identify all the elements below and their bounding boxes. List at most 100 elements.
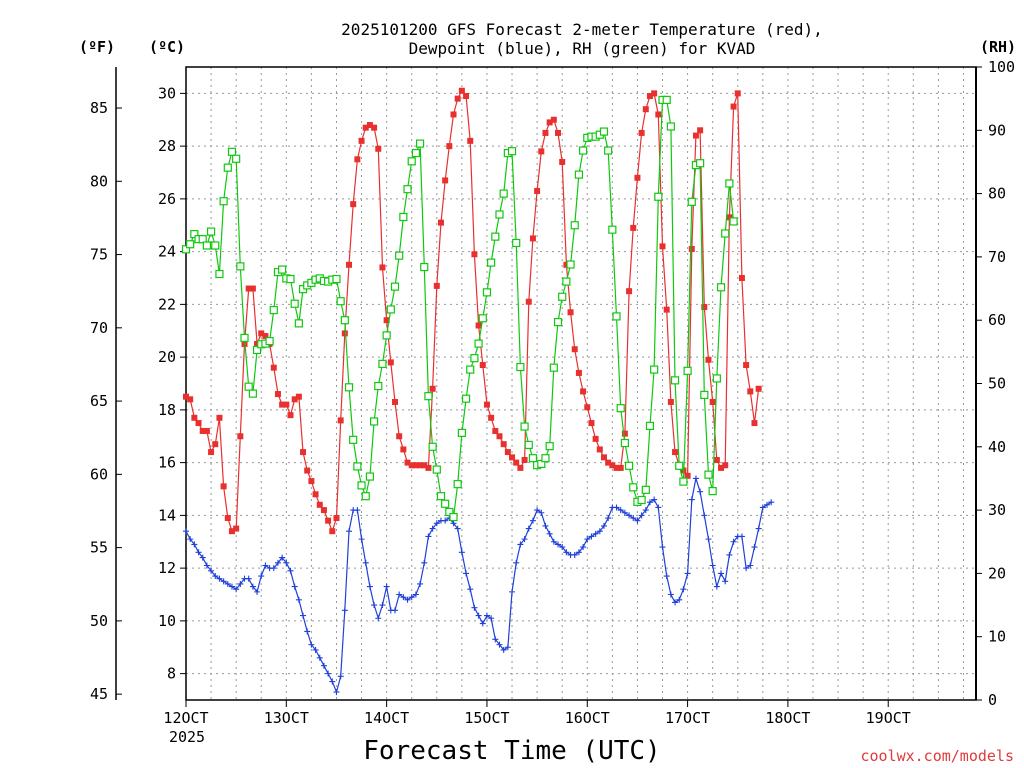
temp-point xyxy=(483,401,490,408)
temp-point xyxy=(283,401,290,408)
temp-point xyxy=(375,145,382,152)
f-tick-label: 65 xyxy=(90,392,108,410)
temp-point xyxy=(479,362,486,369)
f-tick-label: 60 xyxy=(90,465,108,483)
temp-point xyxy=(517,464,524,471)
dewpoint-point xyxy=(408,594,415,601)
x-tick-label: 13OCT xyxy=(264,709,309,727)
dewpoint-point xyxy=(228,583,235,590)
temp-point xyxy=(421,462,428,469)
dewpoint-point xyxy=(642,507,649,514)
rh-point xyxy=(687,197,696,206)
rh-point xyxy=(449,512,458,522)
c-tick-label: 18 xyxy=(158,401,176,419)
dewpoint-point xyxy=(450,520,457,527)
rh-point xyxy=(378,359,387,368)
temp-point xyxy=(400,446,407,453)
dewpoint-point xyxy=(638,512,645,519)
temp-point xyxy=(726,214,733,221)
dewpoint-point xyxy=(738,533,745,540)
rh-point xyxy=(181,245,191,254)
c-tick-label: 22 xyxy=(158,295,176,313)
axes: 8 10 12 14 16 18 20 22 24 26 28 30 45 50 55 60 65 70 75 80 8… xyxy=(90,58,1015,727)
f-tick-label: 70 xyxy=(90,319,108,337)
temp-point xyxy=(521,456,528,463)
dewpoint-point xyxy=(233,586,240,593)
temp-point xyxy=(366,122,373,129)
rh-point xyxy=(537,459,546,468)
x-tick-label: 15OCT xyxy=(464,709,509,727)
temp-point xyxy=(279,401,286,408)
temp-point xyxy=(688,245,695,252)
celsius-unit-label: (ºC) xyxy=(149,38,185,56)
temp-point xyxy=(630,224,637,231)
rh-point xyxy=(340,316,349,325)
temp-point xyxy=(325,517,332,524)
temp-point xyxy=(596,446,603,453)
dewpoint-point xyxy=(726,551,733,558)
temp-point xyxy=(433,282,440,289)
temp-point xyxy=(287,412,294,419)
dewpoint-point xyxy=(463,570,470,577)
x-tick-label: 19OCT xyxy=(866,709,911,727)
rh-point xyxy=(612,312,621,321)
dewpoint-point xyxy=(195,549,202,556)
rh-point xyxy=(608,225,617,234)
dewpoint-point xyxy=(751,544,758,551)
temp-point xyxy=(747,388,754,395)
rh-point xyxy=(278,265,287,274)
rh-point xyxy=(654,192,663,201)
temp-point xyxy=(588,420,595,427)
rh-point xyxy=(466,365,475,374)
f-tick-label: 45 xyxy=(90,685,108,703)
rh-point xyxy=(223,163,232,172)
temp-point xyxy=(408,462,415,469)
dewpoint-point xyxy=(697,488,704,495)
dewpoint-point xyxy=(571,551,578,558)
dewpoint-point xyxy=(596,528,603,535)
rh-point xyxy=(457,428,466,437)
temp-point xyxy=(504,449,511,456)
rh-point xyxy=(399,212,408,222)
temp-point xyxy=(220,483,227,490)
rh-point xyxy=(495,210,504,219)
temp-point xyxy=(692,132,699,139)
rh-tick-label: 80 xyxy=(988,185,1006,203)
rh-point xyxy=(286,274,295,284)
temp-point xyxy=(446,143,453,150)
dewpoint-point xyxy=(358,536,365,543)
rh-line xyxy=(185,99,735,519)
temp-point xyxy=(437,219,444,226)
dewpoint-point xyxy=(304,628,311,635)
rh-tick-label: 100 xyxy=(988,58,1015,76)
temp-point xyxy=(308,478,315,485)
temp-point xyxy=(454,95,461,102)
rh-point xyxy=(725,179,734,188)
temp-point xyxy=(509,454,516,461)
temp-point xyxy=(249,285,256,292)
c-tick-label: 14 xyxy=(158,506,176,524)
rh-tick-label: 10 xyxy=(988,628,1006,646)
temp-point xyxy=(471,251,478,258)
temp-point xyxy=(425,464,432,471)
dewpoint-point xyxy=(237,580,244,587)
rh-point xyxy=(528,454,538,463)
rh-point xyxy=(349,435,358,444)
dewpoint-point xyxy=(337,673,344,680)
temp-point xyxy=(212,441,219,448)
c-tick-label: 20 xyxy=(158,348,176,366)
temp-point xyxy=(563,261,570,268)
dewpoint-point xyxy=(203,562,210,569)
rh-point xyxy=(645,421,655,431)
rh-point xyxy=(424,392,433,401)
temp-point xyxy=(571,346,578,353)
rh-point xyxy=(524,440,533,450)
temp-point xyxy=(183,393,189,400)
dewpoint-point xyxy=(743,565,750,572)
rh-point xyxy=(390,282,400,291)
temp-point xyxy=(329,528,336,535)
temp-point xyxy=(638,129,645,136)
dewpoint-point xyxy=(279,554,286,561)
temp-point xyxy=(626,288,633,295)
temp-point xyxy=(488,414,495,421)
